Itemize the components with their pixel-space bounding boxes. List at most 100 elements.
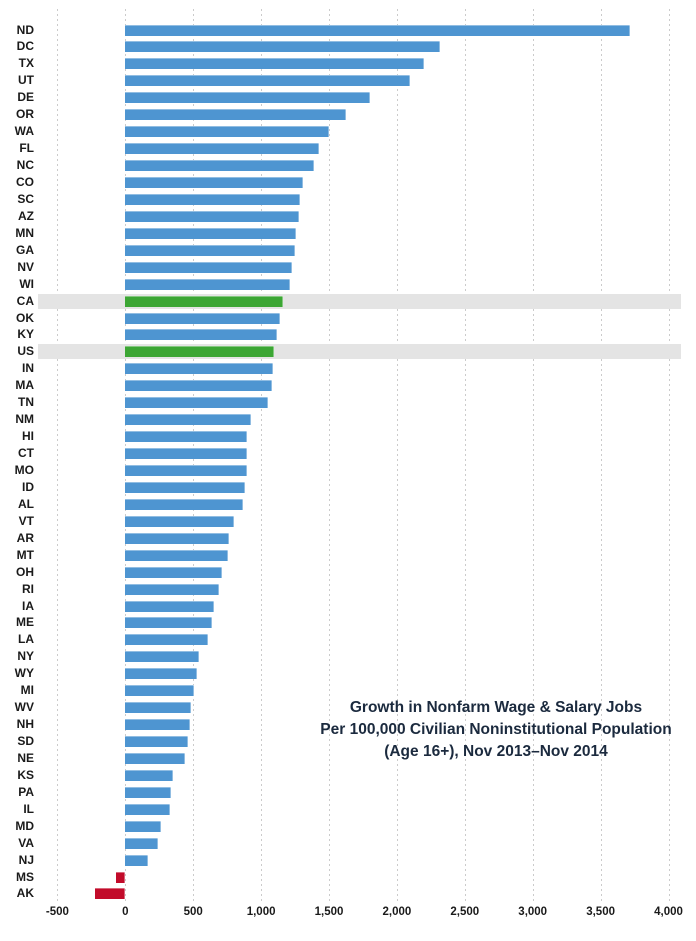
bar-nm [125,414,251,426]
bar-sd [125,736,188,747]
state-label-sc: SC [17,191,34,206]
bar-ne [125,752,186,764]
x-tick-label: 500 [183,906,203,918]
state-label-il: IL [23,801,34,816]
x-tick-label: 2,000 [382,906,412,918]
bar-pa [125,786,171,798]
state-label-ms: MS [16,869,34,884]
state-label-va: VA [18,835,34,850]
bar-az [125,210,300,222]
gridline [57,9,59,903]
bar-mt [125,549,229,561]
state-label-pa: PA [18,784,34,799]
bar-ct [125,448,248,459]
state-label-hi: HI [22,429,34,444]
bar-il [125,803,171,815]
state-label-nv: NV [17,259,34,274]
bar-ms [115,871,126,883]
bar-de [125,92,370,104]
state-label-ny: NY [17,649,34,664]
bar-la [125,634,209,646]
bar-nj [125,854,149,866]
state-label-md: MD [15,818,34,833]
bar-in [125,363,274,375]
bar-co [125,177,304,188]
state-label-ks: KS [17,767,34,782]
bar-ia [125,600,214,612]
bar-id [125,481,245,493]
bar-ak [95,888,126,900]
bar-wy [125,668,198,680]
bar-wi [125,278,290,290]
bar-tn [125,397,268,409]
state-label-ky: KY [17,327,34,342]
bar-wv [125,702,192,714]
gridline [396,9,398,903]
bar-ma [125,380,272,392]
state-label-ri: RI [22,581,34,596]
x-tick-label: 4,000 [654,906,683,918]
bar-nd [125,24,631,36]
bar-mo [125,464,247,476]
x-tick-label: 0 [122,906,129,918]
state-label-ga: GA [16,242,34,257]
bar-ky [125,329,278,341]
state-label-la: LA [18,632,34,647]
state-label-or: OR [16,107,34,122]
state-label-wi: WI [19,276,34,291]
x-tick-label: 1,500 [314,906,344,918]
x-tick-label: 1,000 [246,906,276,918]
bar-hi [125,431,248,443]
bar-wa [125,126,329,138]
bar-sc [125,193,301,205]
state-label-mt: MT [16,547,34,562]
bar-nv [125,261,293,273]
state-label-in: IN [22,361,34,376]
chart-title-line-3: (Age 16+), Nov 2013–Nov 2014 [384,743,608,760]
state-label-ut: UT [18,73,34,88]
gridline [261,9,263,903]
state-label-wv: WV [14,700,34,715]
bar-ar [125,532,230,544]
state-label-wa: WA [14,124,34,139]
bar-ri [125,583,219,595]
state-label-az: AZ [18,208,34,223]
chart-title: Growth in Nonfarm Wage & Salary Jobs Per… [320,697,672,763]
state-label-nh: NH [16,717,34,731]
state-label-ca: CA [16,293,34,308]
state-label-mn: MN [15,225,34,240]
x-tick-label: 3,000 [518,906,548,918]
bar-va [125,837,158,849]
x-tick-label: 3,500 [586,906,615,918]
bar-or [125,109,346,121]
state-label-ma: MA [15,378,34,393]
x-tick-label: -500 [45,906,69,918]
bar-us [125,346,274,358]
state-label-us: US [17,344,34,359]
bar-dc [125,41,441,53]
state-label-nj: NJ [18,852,34,867]
bar-mi [125,685,194,697]
state-label-ne: NE [17,750,34,765]
state-label-de: DE [17,90,34,105]
bar-md [125,820,162,832]
bar-fl [125,143,320,155]
state-label-ak: AK [16,886,34,901]
bar-ga [125,244,296,256]
bar-ca [125,295,283,307]
bar-mn [125,227,297,239]
bar-nc [125,160,315,171]
state-label-ok: OK [16,310,34,325]
state-label-ar: AR [16,530,34,545]
gridline [464,9,466,903]
state-label-ia: IA [22,598,34,613]
state-label-mo: MO [14,462,34,477]
state-label-nc: NC [16,158,34,172]
bar-me [125,617,213,629]
bar-vt [125,515,234,527]
gridline [532,9,534,903]
state-label-al: AL [18,496,34,511]
state-label-tn: TN [18,395,34,410]
